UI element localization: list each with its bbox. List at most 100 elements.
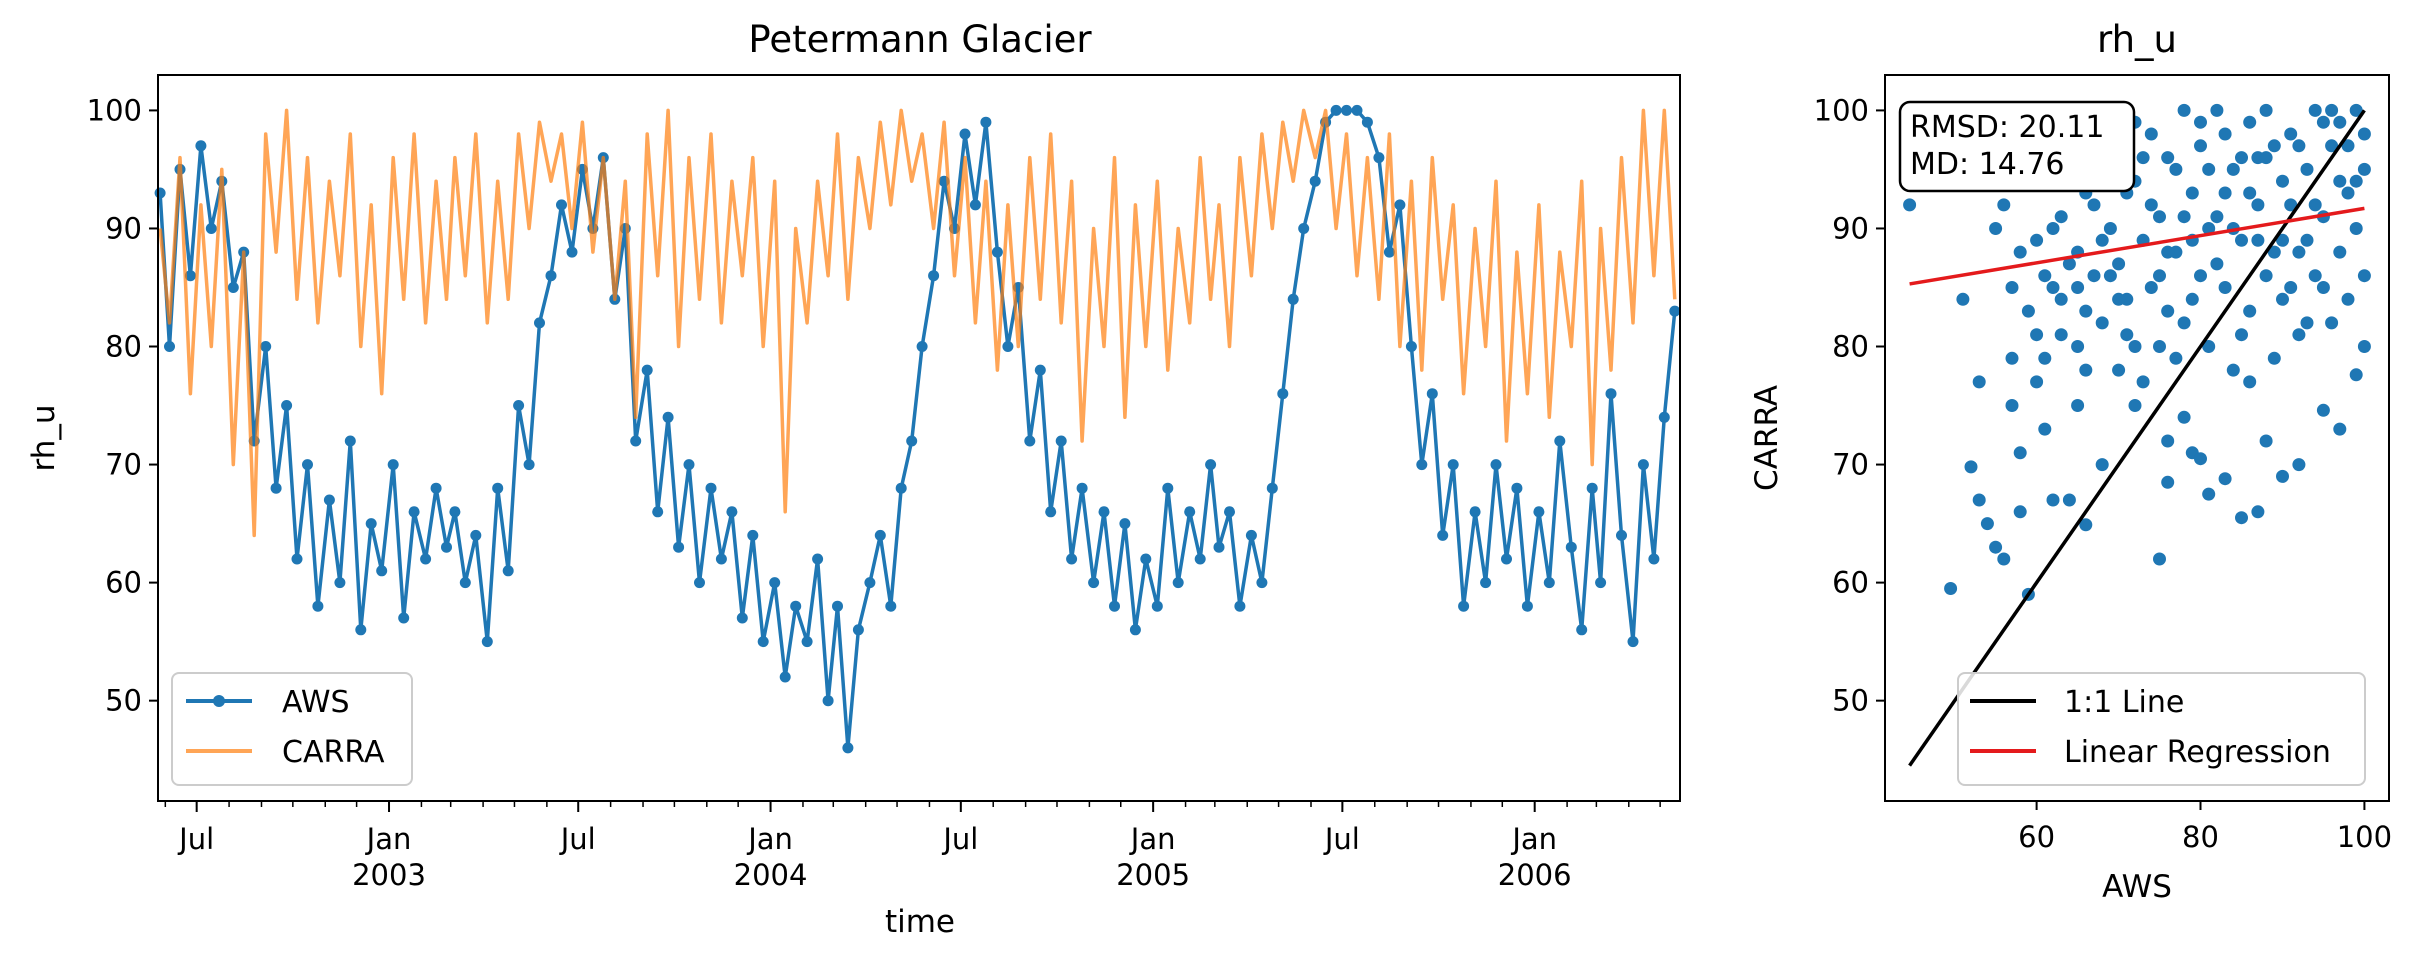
scatter-point: [2194, 452, 2207, 466]
scatter-point: [2251, 198, 2265, 212]
aws-point: [1277, 388, 1289, 400]
scatter-x-tick-label: 80: [2182, 820, 2219, 854]
x-tick-label: Jul: [1323, 822, 1360, 856]
aws-point: [1109, 600, 1120, 612]
aws-point: [757, 636, 769, 648]
aws-point: [430, 482, 442, 494]
scatter-point: [2218, 186, 2232, 200]
aws-point: [164, 341, 175, 352]
scatter-point: [2349, 222, 2363, 235]
scatter-point: [2054, 328, 2068, 342]
aws-point: [1034, 364, 1046, 376]
aws-point: [1447, 459, 1459, 471]
scatter-point: [2071, 399, 2085, 412]
aws-point: [556, 199, 567, 211]
aws-point: [842, 742, 854, 754]
scatter-point: [2292, 139, 2306, 153]
aws-point: [470, 529, 482, 541]
scatter-point: [2292, 245, 2306, 259]
scatter-point: [2177, 210, 2191, 224]
aws-point: [769, 577, 781, 589]
scatter-point: [1944, 582, 1958, 595]
scatter-point: [2038, 351, 2052, 365]
scatter-y-tick-label: 80: [1832, 330, 1869, 364]
aws-point: [1554, 435, 1566, 447]
scatter-point: [2341, 292, 2355, 306]
scatter-point: [2333, 174, 2347, 188]
aws-point: [281, 400, 293, 411]
scatter-point: [2325, 103, 2339, 117]
scatter-point: [2218, 472, 2232, 486]
scatter-point: [2202, 487, 2216, 501]
aws-point: [1458, 600, 1470, 612]
scatter-point: [2087, 198, 2101, 212]
scatter-point: [2333, 115, 2347, 129]
scatter-point: [1997, 198, 2011, 212]
aws-point: [291, 553, 303, 565]
scatter-x-label: AWS: [2102, 869, 2172, 905]
aws-point: [205, 223, 217, 234]
scatter-x-tick-label: 60: [2018, 820, 2055, 854]
aws-point: [736, 612, 748, 624]
scatter-point: [2046, 222, 2060, 235]
scatter-point: [2292, 458, 2306, 472]
aws-point: [398, 612, 410, 624]
scatter-point: [2161, 304, 2175, 318]
aws-point: [980, 116, 992, 128]
series-aws-line: [158, 108, 1677, 750]
aws-point: [1330, 104, 1342, 116]
scatter-point: [2300, 233, 2314, 247]
aws-point: [195, 140, 207, 152]
scatter-y-tick-label: 90: [1832, 211, 1869, 245]
scatter-point: [2308, 198, 2322, 212]
scatter-point: [2349, 103, 2363, 117]
aws-point: [492, 482, 504, 494]
scatter-point: [2357, 127, 2371, 141]
aws-point: [874, 529, 886, 541]
timeseries-frame: [157, 74, 1681, 802]
scatter-point: [2292, 328, 2306, 342]
scatter-point: [2021, 304, 2035, 318]
scatter-point: [2202, 340, 2216, 353]
aws-point: [1565, 541, 1577, 553]
x-tick-year-label: 2004: [734, 858, 808, 892]
aws-point: [154, 187, 166, 199]
y-tick-label: 80: [105, 330, 142, 364]
scatter-point: [2030, 328, 2044, 342]
scatter-point: [2243, 304, 2257, 318]
aws-point: [481, 636, 493, 648]
scatter-point: [2046, 281, 2060, 294]
aws-point: [1298, 223, 1310, 234]
scatter-point: [2161, 151, 2175, 165]
aws-point: [1637, 459, 1649, 471]
aws-point: [1245, 529, 1257, 541]
aws-point: [801, 636, 813, 648]
scatter-point: [2341, 186, 2355, 200]
scatter-point: [2112, 363, 2126, 377]
aws-point: [1098, 506, 1110, 518]
aws-point: [641, 364, 653, 376]
series-carra-line: [158, 108, 1677, 538]
aws-point: [270, 482, 282, 494]
scatter-point: [2235, 328, 2248, 342]
aws-point: [1658, 411, 1670, 423]
scatter-point: [1997, 552, 2011, 566]
scatter-frame: [1884, 74, 2390, 802]
scatter-point: [2267, 351, 2281, 365]
scatter-point: [2153, 340, 2166, 353]
scatter-point: [1972, 375, 1986, 389]
scatter-point: [2013, 446, 2027, 460]
scatter-point: [2357, 340, 2371, 353]
aws-point: [1521, 600, 1533, 612]
scatter-point: [2013, 245, 2027, 259]
aws-point: [376, 565, 388, 577]
aws-point: [408, 506, 420, 518]
x-tick-label: Jan: [1129, 822, 1176, 856]
aws-point: [1648, 553, 1660, 565]
scatter-point: [2243, 186, 2257, 200]
aws-point: [1595, 577, 1607, 589]
scatter-point: [2267, 139, 2281, 153]
scatter-point: [2128, 399, 2142, 412]
scatter-point: [2308, 103, 2322, 117]
aws-point: [1266, 482, 1278, 494]
